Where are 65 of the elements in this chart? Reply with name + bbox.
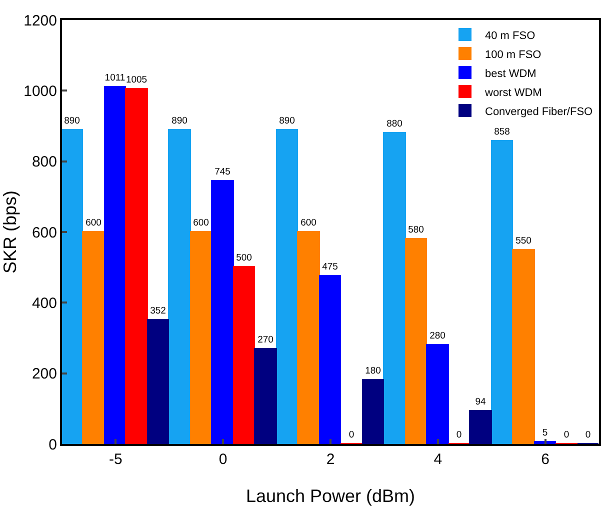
y-tick-label: 0: [48, 436, 57, 454]
data-label: 600: [193, 218, 209, 228]
bar: [469, 410, 492, 444]
y-tick-label: 200: [32, 366, 57, 383]
bar: [405, 238, 427, 444]
bar: [104, 86, 126, 444]
bar: [254, 348, 277, 444]
data-label: 180: [365, 366, 381, 376]
data-label: 880: [386, 118, 402, 130]
y-tick-label: 800: [32, 154, 57, 171]
x-tick-label: 0: [218, 451, 228, 468]
y-tick-label: 400: [32, 294, 57, 312]
bar: [190, 231, 212, 444]
data-label: 1011: [104, 72, 126, 84]
data-label: 858: [494, 126, 510, 138]
bar: [125, 88, 148, 444]
legend-label: Converged Fiber/FSO: [485, 106, 594, 118]
data-label: 600: [86, 218, 102, 228]
data-label: 890: [172, 116, 188, 126]
data-label: 745: [214, 166, 230, 178]
bar: [534, 441, 556, 444]
data-label: 580: [408, 224, 424, 236]
data-label: 0: [564, 430, 570, 440]
bar: [491, 140, 513, 444]
data-label: 5: [542, 428, 548, 438]
data-label: 0: [456, 430, 462, 440]
y-tick-label: 1000: [24, 82, 57, 100]
bar: [211, 180, 234, 444]
x-tick-label: -5: [109, 451, 122, 468]
y-tick-label: 1200: [24, 12, 57, 30]
x-tick-label: 4: [434, 451, 442, 468]
legend-label: 40 m FSO: [485, 30, 536, 42]
data-label: 0: [348, 430, 354, 440]
bar: [233, 266, 255, 444]
legend-label: 100 m FSO: [485, 48, 542, 61]
bar: [82, 231, 105, 444]
data-label: 890: [64, 116, 80, 126]
data-label: 0: [585, 430, 591, 440]
x-tick-label: 2: [326, 451, 335, 468]
bar: [62, 129, 83, 444]
bar: [426, 344, 449, 444]
legend-label: worst WDM: [484, 86, 542, 99]
bar: [168, 129, 191, 444]
y-axis-title: SKR (bps): [0, 190, 20, 274]
data-label: 270: [258, 334, 274, 346]
legend-label: best WDM: [485, 68, 536, 80]
bar: [383, 132, 406, 444]
bar: [512, 249, 535, 444]
data-label: 890: [279, 116, 295, 126]
data-label: 600: [300, 218, 316, 228]
data-label: 280: [430, 330, 446, 342]
bar: [297, 231, 320, 444]
data-label: 352: [150, 306, 166, 316]
x-axis-title: Launch Power (dBm): [246, 486, 416, 506]
bar: [276, 129, 298, 444]
y-tick-label: 600: [32, 224, 57, 242]
data-label: 475: [322, 262, 338, 272]
bar: [362, 379, 384, 444]
bar: [319, 275, 341, 444]
bar: [147, 319, 169, 444]
data-label: 94: [475, 396, 486, 408]
data-label: 1005: [126, 74, 148, 86]
data-label: 500: [236, 252, 252, 264]
data-label: 550: [516, 236, 532, 246]
x-tick-label: 6: [541, 451, 550, 468]
